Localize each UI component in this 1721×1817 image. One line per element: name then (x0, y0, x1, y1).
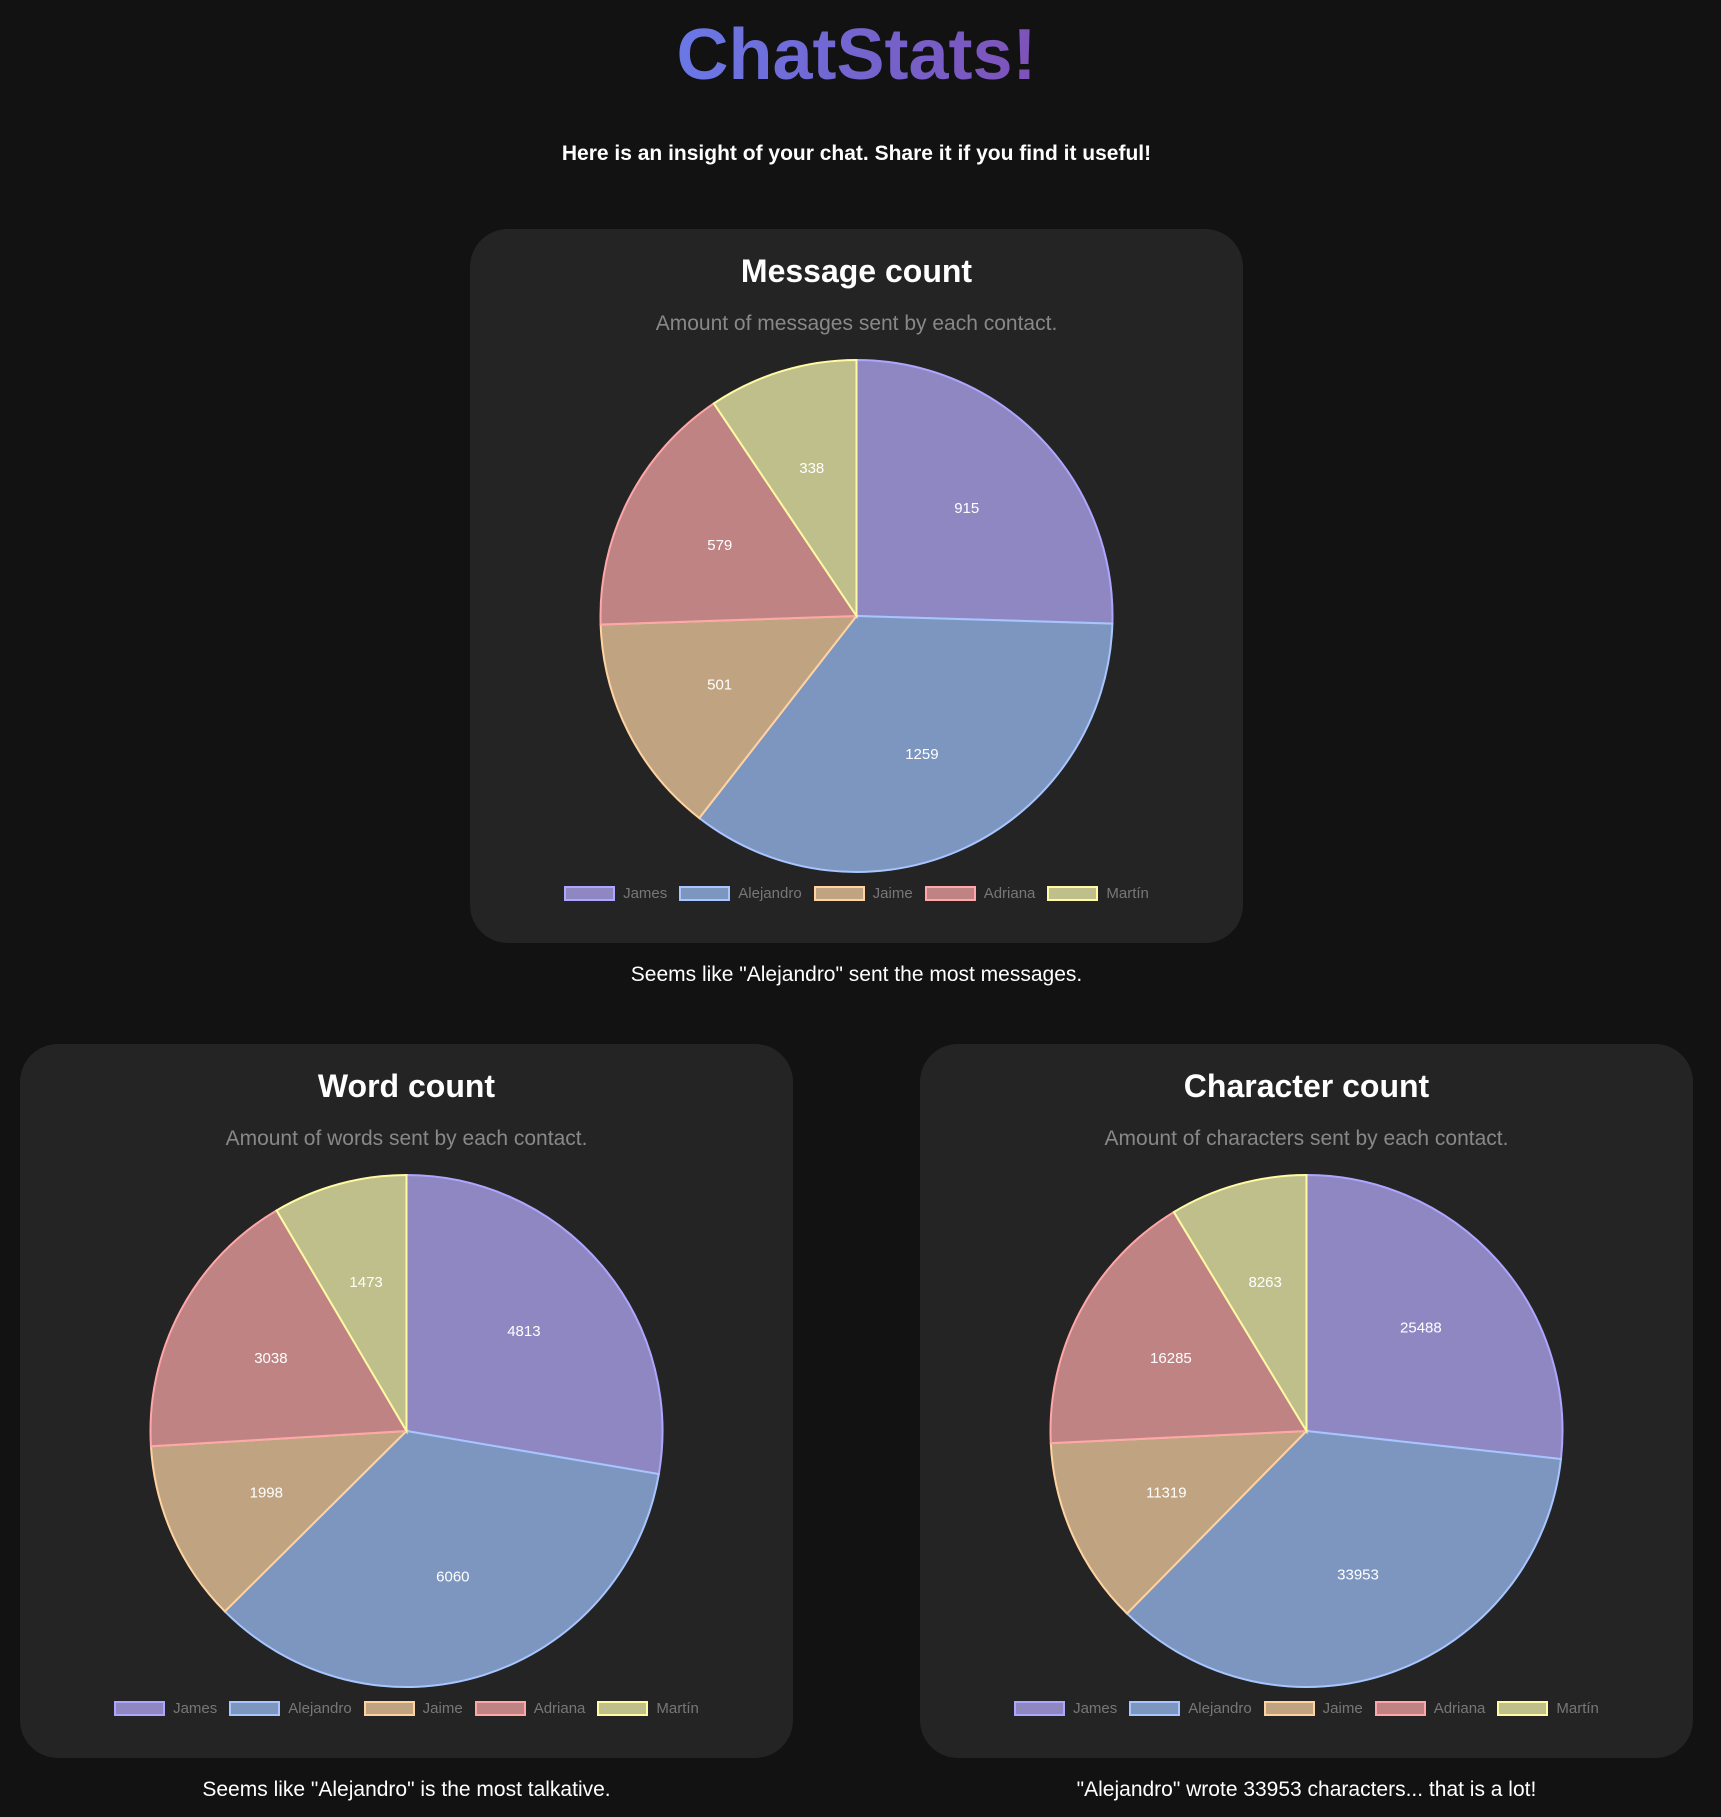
slice-value-label: 1473 (349, 1274, 382, 1291)
legend-swatch (564, 886, 616, 901)
legend-label: Jaime (872, 885, 913, 902)
pie-slice-adriana[interactable] (149, 1209, 409, 1448)
legend-label: Adriana (983, 885, 1036, 902)
slice-value-label: 33953 (1337, 1567, 1379, 1584)
legend-item-adriana[interactable]: Adriana (924, 885, 1036, 902)
character-count-caption: "Alejandro" wrote 33953 characters... th… (1076, 1778, 1537, 1801)
slice-value-label: 501 (707, 677, 732, 694)
pie-slice-alejandro[interactable] (1125, 1429, 1563, 1688)
legend-swatch (813, 886, 865, 901)
message-count-card: Message count Amount of messages sent by… (470, 229, 1243, 943)
legend-label: Martín (656, 1700, 699, 1717)
legend-item-martin[interactable]: Martín (1497, 1700, 1599, 1717)
legend-label: Adriana (1433, 1700, 1486, 1717)
legend-item-martin[interactable]: Martín (597, 1700, 699, 1717)
word-count-pie-chart: 4813 6060 1998 3038 1473 (149, 1173, 664, 1688)
app-title-text: ChatStats! (676, 15, 1037, 95)
pie-slice-alejandro[interactable] (697, 614, 1114, 873)
legend-item-adriana[interactable]: Adriana (474, 1700, 586, 1717)
legend-swatch (1374, 1701, 1426, 1716)
message-count-pie-chart: 915 1259 501 579 338 (599, 358, 1114, 873)
card-title: Character count (1183, 1068, 1430, 1104)
legend-label: Martín (1556, 1700, 1599, 1717)
card-title: Message count (740, 253, 973, 289)
slice-value-label: 11319 (1146, 1485, 1187, 1502)
slice-value-label: 16285 (1150, 1350, 1192, 1367)
legend-swatch (363, 1701, 415, 1716)
legend-label: Alejandro (738, 885, 802, 902)
legend-label: Alejandro (1188, 1700, 1252, 1717)
legend-item-martin[interactable]: Martín (1047, 885, 1149, 902)
pie-slice-jaime[interactable] (1049, 1429, 1310, 1615)
slice-value-label: 4813 (507, 1323, 540, 1340)
slice-value-label: 6060 (436, 1568, 469, 1585)
chart-legend: James Alejandro Jaime Adriana Martín (470, 885, 1243, 902)
legend-label: Martín (1106, 885, 1149, 902)
legend-swatch (1014, 1701, 1066, 1716)
message-count-caption: Seems like "Alejandro" sent the most mes… (630, 963, 1083, 986)
pie-slice-james[interactable] (405, 1173, 664, 1476)
word-count-card: Word count Amount of words sent by each … (20, 1044, 793, 1758)
slice-value-label: 25488 (1400, 1319, 1442, 1336)
slice-value-label: 579 (707, 537, 732, 554)
pie-slice-alejandro[interactable] (223, 1429, 661, 1688)
legend-item-jaime[interactable]: Jaime (363, 1700, 463, 1717)
legend-label: Adriana (533, 1700, 586, 1717)
chart-legend: James Alejandro Jaime Adriana Martín (20, 1700, 793, 1717)
card-subtitle: Amount of messages sent by each contact. (655, 312, 1058, 335)
legend-item-james[interactable]: James (1014, 1700, 1117, 1717)
slice-value-label: 8263 (1248, 1274, 1281, 1291)
legend-item-alejandro[interactable]: Alejandro (229, 1700, 352, 1717)
legend-swatch (679, 886, 731, 901)
pie-slice-martin[interactable] (1172, 1173, 1308, 1435)
character-count-card: Character count Amount of characters sen… (920, 1044, 1693, 1758)
legend-swatch (1129, 1701, 1181, 1716)
pie-slice-adriana[interactable] (1049, 1210, 1309, 1445)
legend-item-james[interactable]: James (564, 885, 667, 902)
word-count-caption: Seems like "Alejandro" is the most talka… (202, 1778, 611, 1801)
character-count-pie-chart: 25488 33953 11319 16285 8263 (1049, 1173, 1564, 1688)
legend-swatch (229, 1701, 281, 1716)
legend-label: Jaime (422, 1700, 463, 1717)
legend-label: Alejandro (288, 1700, 352, 1717)
legend-label: James (1073, 1700, 1118, 1717)
card-subtitle: Amount of words sent by each contact. (225, 1127, 588, 1150)
slice-value-label: 338 (799, 460, 824, 477)
card-subtitle: Amount of characters sent by each contac… (1104, 1127, 1509, 1150)
intro-text: Here is an insight of your chat. Share i… (561, 142, 1152, 165)
legend-label: Jaime (1322, 1700, 1363, 1717)
pie-slice-james[interactable] (1305, 1173, 1564, 1461)
slice-value-label: 1998 (250, 1485, 283, 1502)
chart-legend: James Alejandro Jaime Adriana Martín (920, 1700, 1693, 1717)
card-title: Word count (317, 1068, 496, 1104)
legend-item-alejandro[interactable]: Alejandro (1129, 1700, 1252, 1717)
legend-swatch (597, 1701, 649, 1716)
legend-swatch (1263, 1701, 1315, 1716)
app-title: ChatStats! (0, 14, 1713, 96)
legend-item-jaime[interactable]: Jaime (1263, 1700, 1363, 1717)
legend-swatch (1497, 1701, 1549, 1716)
pie-slice-martin[interactable] (275, 1173, 408, 1435)
pie-slice-adriana[interactable] (599, 402, 859, 626)
legend-label: James (623, 885, 668, 902)
pie-slice-jaime[interactable] (149, 1429, 410, 1613)
slice-value-label: 915 (954, 500, 979, 517)
legend-swatch (1047, 886, 1099, 901)
legend-swatch (924, 886, 976, 901)
slice-value-label: 1259 (905, 746, 938, 763)
legend-item-alejandro[interactable]: Alejandro (679, 885, 802, 902)
pie-slice-jaime[interactable] (599, 614, 859, 820)
legend-swatch (474, 1701, 526, 1716)
slice-value-label: 3038 (254, 1350, 287, 1367)
legend-item-jaime[interactable]: Jaime (813, 885, 913, 902)
legend-swatch (114, 1701, 166, 1716)
pie-slice-james[interactable] (855, 358, 1114, 625)
legend-item-james[interactable]: James (114, 1700, 217, 1717)
legend-item-adriana[interactable]: Adriana (1374, 1700, 1486, 1717)
pie-slice-martin[interactable] (712, 358, 858, 620)
legend-label: James (173, 1700, 218, 1717)
